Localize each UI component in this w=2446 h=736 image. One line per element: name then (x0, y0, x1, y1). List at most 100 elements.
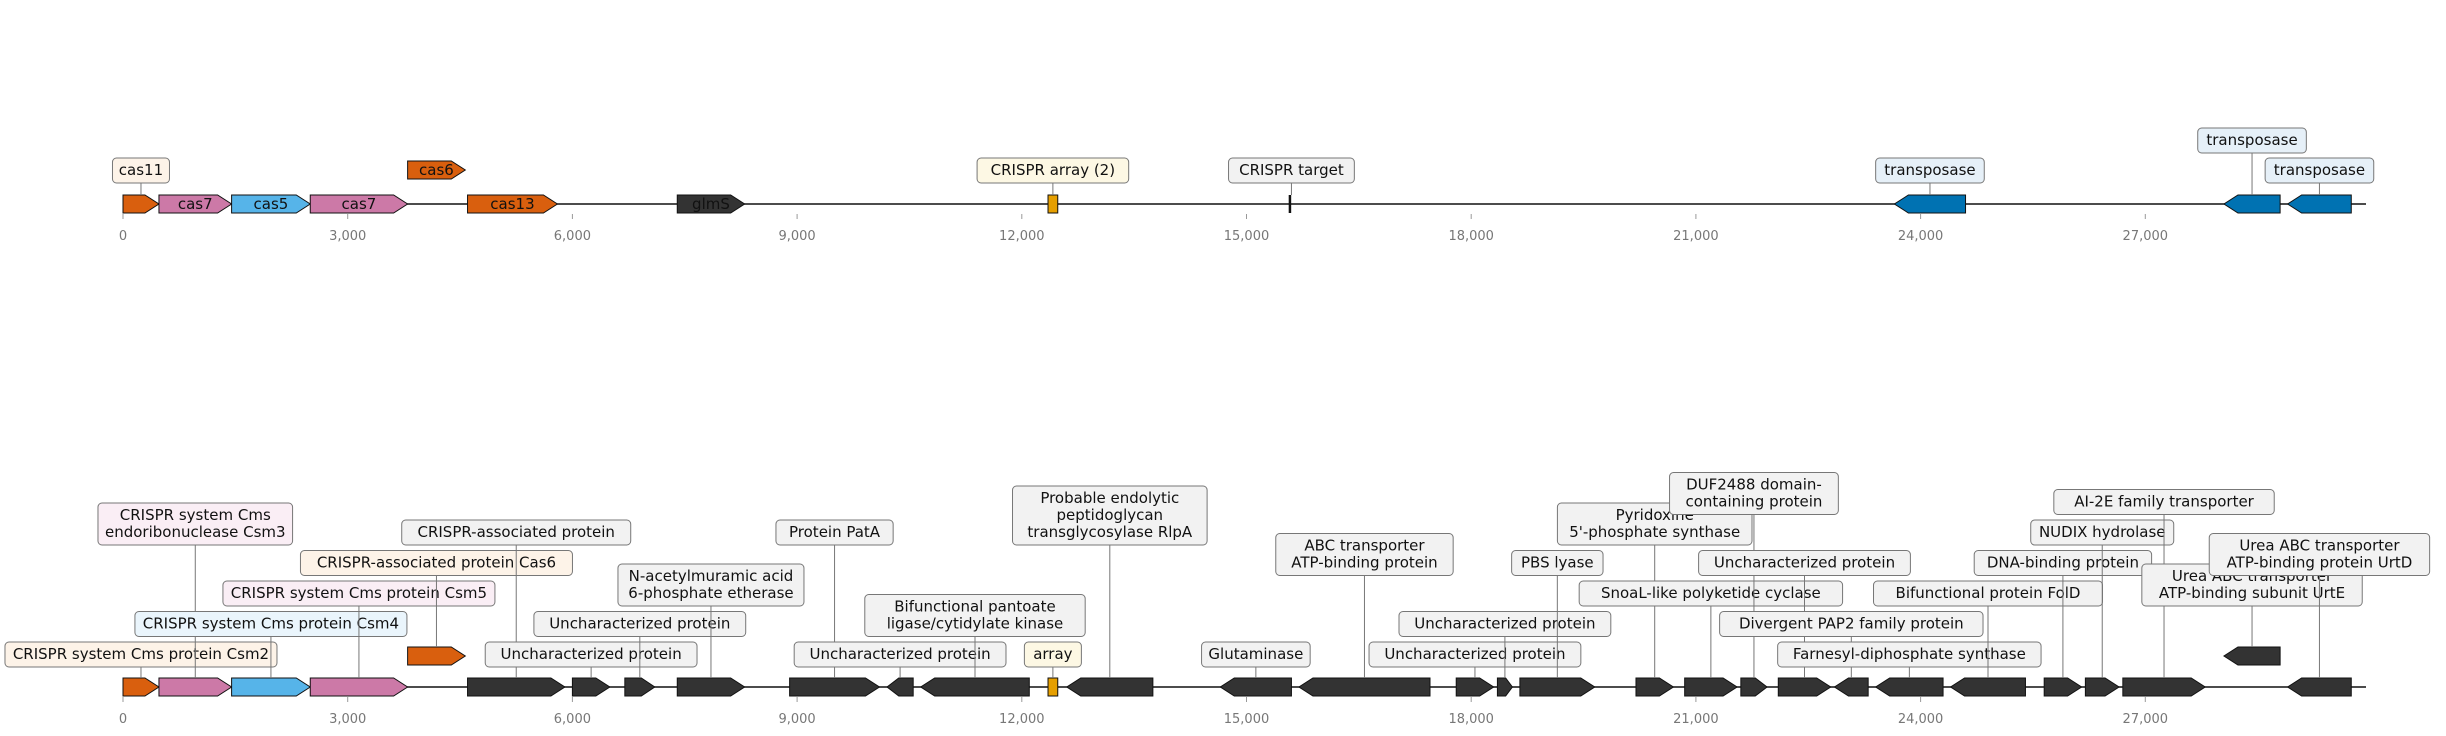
feature-label: PBS lyase (1521, 554, 1594, 572)
gene-arrow (1949, 677, 2026, 697)
tick-label: 24,000 (1898, 712, 1944, 727)
gene-arrow (624, 677, 656, 697)
label-box (864, 594, 1086, 637)
feature-label: CRISPR target (1239, 161, 1344, 179)
gene-arrow (122, 194, 160, 214)
feature-label: peptidoglycan (1057, 506, 1164, 524)
tick-label: 27,000 (2123, 229, 2169, 244)
gene-label: cas7 (178, 195, 213, 213)
gene-arrow (1684, 677, 1739, 697)
feature-label: SnoaL-like polyketide cyclase (1601, 584, 1821, 602)
label-box (134, 611, 408, 637)
gene-arrow (919, 677, 1030, 697)
feature-label: DNA-binding protein (1987, 554, 2139, 572)
label-box (299, 550, 573, 576)
label-box (1368, 641, 1582, 668)
tick-label: 6,000 (554, 712, 591, 727)
gene-arrow (2286, 194, 2352, 214)
feature-label: Probable endolytic (1040, 489, 1179, 507)
feature-label: CRISPR system Cms (120, 506, 271, 524)
feature-label: Farnesyl-diphosphate synthase (1793, 645, 2026, 663)
label-box (1023, 641, 1082, 668)
tick-label: 18,000 (1448, 712, 1494, 727)
tick-label: 21,000 (1673, 712, 1719, 727)
label-box (4, 641, 278, 668)
label-box (1275, 533, 1454, 576)
label-box (1578, 580, 1844, 607)
feature-label: Divergent PAP2 family protein (1739, 615, 1964, 633)
gene-label: glmS (692, 195, 730, 213)
gene-arrow (2084, 677, 2121, 697)
tick-label: 15,000 (1224, 229, 1270, 244)
label-box (401, 519, 632, 546)
feature-label: CRISPR-associated protein (417, 523, 614, 541)
feature-label: 5'-phosphate synthase (1569, 523, 1740, 541)
label-box (2264, 157, 2375, 184)
feature-label: CRISPR system Cms protein Csm4 (143, 615, 399, 633)
feature-label: Uncharacterized protein (1714, 554, 1895, 572)
gene-arrow (2286, 677, 2352, 697)
gene-arrow (467, 194, 559, 214)
tick-label: 12,000 (999, 229, 1045, 244)
gene-arrow (1874, 677, 1944, 697)
label-box (1777, 641, 2042, 668)
tick-label: 3,000 (329, 229, 366, 244)
gene-arrow (309, 194, 409, 214)
gene-arrow (1893, 194, 1967, 214)
crispr-array-mark (1047, 677, 1059, 697)
feature-label: Protein PatA (789, 523, 881, 541)
tick-label: 3,000 (329, 712, 366, 727)
feature-label: CRISPR system Cms protein Csm5 (231, 584, 487, 602)
gene-arrow (407, 160, 467, 180)
feature-label: Bifunctional protein FolD (1896, 584, 2081, 602)
gene-arrow (158, 677, 233, 697)
feature-label: ATP-binding protein (1291, 554, 1437, 572)
tick-label: 18,000 (1448, 229, 1494, 244)
feature-label: Uncharacterized protein (1384, 645, 1565, 663)
tick-label: 6,000 (554, 229, 591, 244)
feature-label: transposase (2206, 131, 2297, 149)
gene-arrow (1065, 677, 1154, 697)
feature-label: transposase (1884, 161, 1975, 179)
label-box (2197, 127, 2307, 154)
label-box (976, 157, 1130, 184)
label-box (222, 580, 496, 607)
feature-label: Bifunctional pantoate (894, 598, 1055, 616)
gene-arrow (407, 646, 467, 666)
tick-label: 0 (119, 712, 127, 727)
gene-label: cas5 (254, 195, 289, 213)
label-box (533, 611, 747, 637)
gene-arrow (2043, 677, 2083, 697)
panel-2: 0 3,000 6,000 9,000 12,000 15,000 18,000 21,000… (4, 472, 2431, 727)
feature-label: ATP-binding protein UrtD (2227, 554, 2413, 572)
feature-label: transposase (2274, 161, 2365, 179)
feature-label: endoribonuclease Csm3 (105, 523, 286, 541)
gene-arrow (1740, 677, 1768, 697)
feature-label: 6-phosphate etherase (628, 584, 793, 602)
gene-arrow (2223, 646, 2281, 666)
gene-arrow (158, 194, 233, 214)
label-box (1669, 472, 1839, 515)
gene-arrow (231, 677, 312, 697)
feature-label: ATP-binding subunit UrtE (2159, 584, 2345, 602)
gene-arrow (1833, 677, 1869, 697)
gene-label: cas7 (342, 195, 377, 213)
gene-arrow (1496, 677, 1514, 697)
label-box (1012, 485, 1208, 546)
label-box (1719, 611, 1984, 637)
label-box (1875, 157, 1985, 184)
feature-label: ligase/cytidylate kinase (887, 615, 1064, 633)
gene-arrow (2223, 194, 2281, 214)
gene-arrow (676, 677, 746, 697)
gene-arrow (1777, 677, 1832, 697)
gene-arrow (789, 677, 881, 697)
label-box (1201, 641, 1311, 668)
gene-arrow (1298, 677, 1431, 697)
gene-arrow (1635, 677, 1675, 697)
feature-label: CRISPR system Cms protein Csm2 (13, 645, 269, 663)
label-box (1511, 550, 1604, 576)
label-box (1698, 550, 1911, 576)
gene-arrow (122, 677, 160, 697)
label-box (97, 502, 294, 546)
